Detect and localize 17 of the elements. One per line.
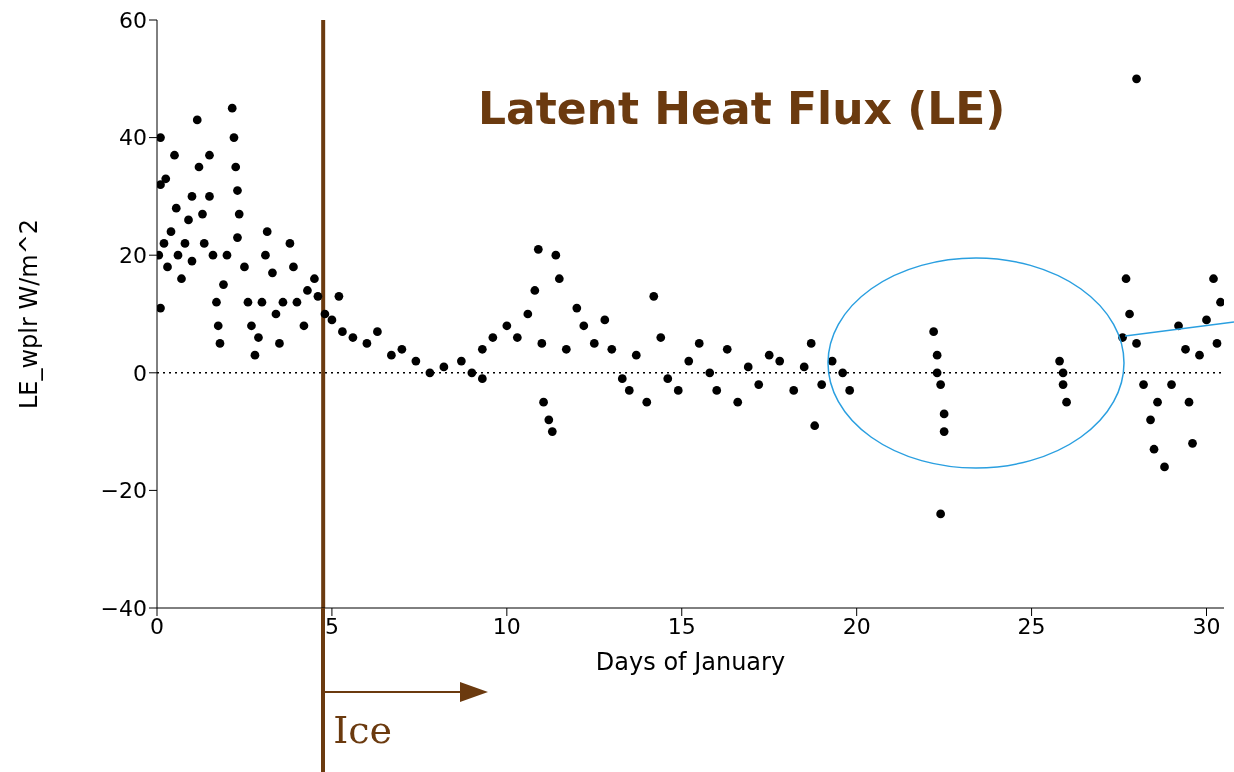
x-tick-label: 30 <box>1192 613 1221 639</box>
text: Latent Heat Flux (LE) <box>478 83 1006 134</box>
x-tick-label: 5 <box>324 613 339 639</box>
y-tick-label: 20 <box>119 243 147 269</box>
x-tick-label: 0 <box>150 613 164 639</box>
y-tick-label: −40 <box>100 595 147 621</box>
x-axis-title: Days of January <box>595 648 786 676</box>
y-tick-label: 0 <box>133 360 147 386</box>
x-tick-label: 10 <box>492 613 521 639</box>
y-tick-label: −20 <box>100 478 147 504</box>
text: Ice <box>333 708 392 752</box>
y-tick-label: 60 <box>119 7 147 33</box>
x-tick-label: 25 <box>1017 613 1046 639</box>
y-axis-title: LE_wplr W/m^2 <box>14 218 43 410</box>
x-tick-label: 20 <box>842 613 871 639</box>
y-tick-label: 40 <box>119 125 147 151</box>
x-tick-label: 15 <box>667 613 696 639</box>
